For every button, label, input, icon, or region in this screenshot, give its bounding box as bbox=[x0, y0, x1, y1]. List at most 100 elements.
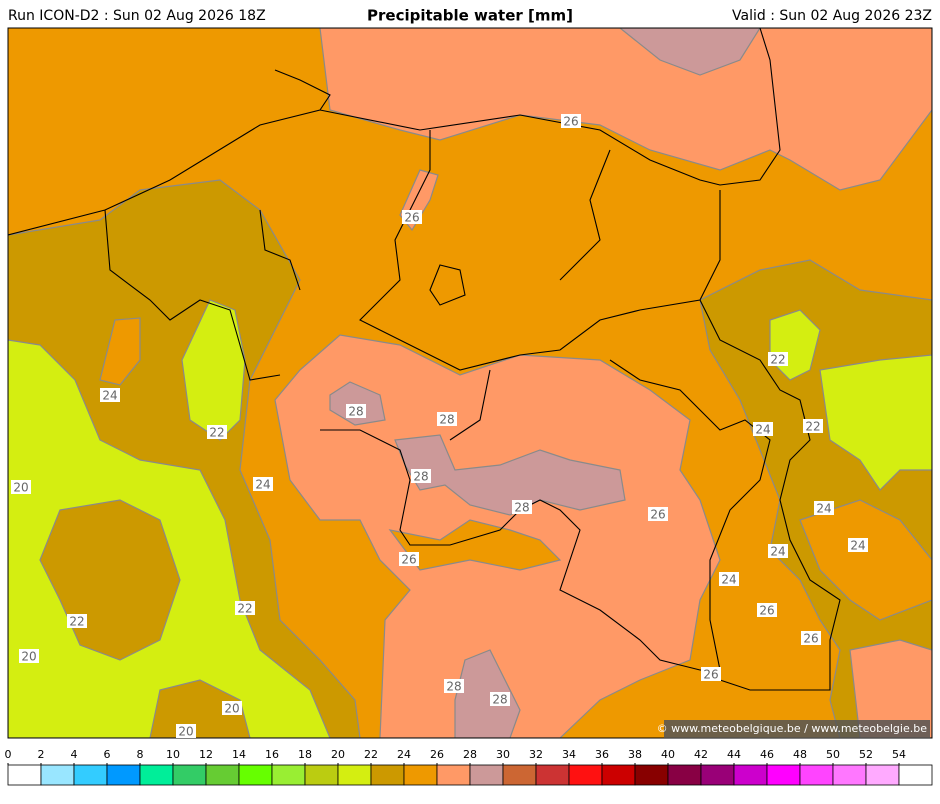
colorbar-box bbox=[568, 764, 603, 786]
contour-label: 20 bbox=[21, 650, 36, 664]
contour-label: 24 bbox=[816, 502, 831, 516]
colorbar-box bbox=[205, 764, 240, 786]
colorbar-tick-label: 32 bbox=[529, 748, 543, 761]
contour-label-box bbox=[100, 388, 120, 402]
contour-label: 26 bbox=[404, 211, 419, 225]
contour-label-box bbox=[222, 701, 242, 715]
contour-label-box bbox=[11, 480, 31, 494]
colorbar-box bbox=[370, 764, 405, 786]
contour-label-box bbox=[207, 425, 227, 439]
contour-label: 28 bbox=[348, 405, 363, 419]
contour-label: 22 bbox=[770, 353, 785, 367]
contour-label: 22 bbox=[69, 615, 84, 629]
colorbar-box bbox=[535, 764, 570, 786]
contour-label: 24 bbox=[755, 423, 770, 437]
contour-label-box bbox=[512, 500, 532, 514]
colorbar-tick-label: 48 bbox=[793, 748, 807, 761]
contour-label: 28 bbox=[439, 413, 454, 427]
contour-label-box bbox=[757, 603, 777, 617]
colorbar-tick-label: 50 bbox=[826, 748, 840, 761]
contour-label: 26 bbox=[650, 508, 665, 522]
colorbar-tick-label: 30 bbox=[496, 748, 510, 761]
colorbar-box bbox=[601, 764, 636, 786]
contour-label: 22 bbox=[237, 602, 252, 616]
colorbar-tick-label: 18 bbox=[298, 748, 312, 761]
contour-label: 20 bbox=[224, 702, 239, 716]
colorbar-tick-label: 22 bbox=[364, 748, 378, 761]
contour-label: 24 bbox=[770, 545, 785, 559]
contour-label-box bbox=[768, 352, 788, 366]
colorbar-tick-label: 6 bbox=[104, 748, 111, 761]
contour-label-box bbox=[848, 538, 868, 552]
colorbar-box bbox=[106, 764, 141, 786]
colorbar-box bbox=[898, 764, 933, 786]
colorbar-tick-label: 8 bbox=[137, 748, 144, 761]
contour-label: 24 bbox=[850, 539, 865, 553]
colorbar-tick-label: 4 bbox=[71, 748, 78, 761]
contour-label-box bbox=[19, 649, 39, 663]
contour-label: 26 bbox=[759, 604, 774, 618]
contour-label: 28 bbox=[492, 693, 507, 707]
contour-label-box bbox=[444, 679, 464, 693]
valid-info: Valid : Sun 02 Aug 2026 23Z bbox=[732, 8, 932, 24]
contour-label-box bbox=[768, 544, 788, 558]
colorbar-box bbox=[139, 764, 174, 786]
colorbar-box bbox=[832, 764, 867, 786]
colorbar-box bbox=[304, 764, 339, 786]
contour-label-box bbox=[399, 552, 419, 566]
contour-label: 26 bbox=[703, 668, 718, 682]
contour-label-box bbox=[346, 404, 366, 418]
colorbar-tick-label: 0 bbox=[5, 748, 12, 761]
colorbar-box bbox=[337, 764, 372, 786]
colorbar-box bbox=[733, 764, 768, 786]
contour-label: 28 bbox=[514, 501, 529, 515]
contour-label-box bbox=[411, 469, 431, 483]
colorbar-box bbox=[667, 764, 702, 786]
colorbar-tick-label: 16 bbox=[265, 748, 279, 761]
contour-label: 26 bbox=[401, 553, 416, 567]
colorbar-tick-label: 10 bbox=[166, 748, 180, 761]
colorbar-tick-label: 14 bbox=[232, 748, 246, 761]
contour-label-box bbox=[402, 210, 422, 224]
contour-label-box bbox=[490, 692, 510, 706]
contour-label-box bbox=[176, 724, 196, 738]
contour-label: 24 bbox=[102, 389, 117, 403]
colorbar-box bbox=[799, 764, 834, 786]
contour-label: 26 bbox=[803, 632, 818, 646]
contour-label-box bbox=[67, 614, 87, 628]
copyright: © www.meteobelgique.be / www.meteobelgie… bbox=[657, 722, 928, 735]
colorbar-tick-label: 52 bbox=[859, 748, 873, 761]
contour-label-box bbox=[235, 601, 255, 615]
contour-label-box bbox=[801, 631, 821, 645]
contour-label: 20 bbox=[178, 725, 193, 739]
colorbar-tick-label: 46 bbox=[760, 748, 774, 761]
colorbar-box bbox=[436, 764, 471, 786]
contour-label-box bbox=[814, 501, 834, 515]
contour-label-box bbox=[253, 477, 273, 491]
contour-label: 22 bbox=[805, 420, 820, 434]
colorbar-box bbox=[238, 764, 273, 786]
colorbar-tick-label: 2 bbox=[38, 748, 45, 761]
colorbar-tick-label: 44 bbox=[727, 748, 741, 761]
colorbar-box bbox=[172, 764, 207, 786]
colorbar-tick-label: 42 bbox=[694, 748, 708, 761]
contour-label-box bbox=[753, 422, 773, 436]
colorbar-tick-label: 40 bbox=[661, 748, 675, 761]
run-info: Run ICON-D2 : Sun 02 Aug 2026 18Z bbox=[8, 8, 266, 24]
colorbar-box bbox=[7, 764, 42, 786]
colorbar-tick-label: 54 bbox=[892, 748, 906, 761]
contour-label-box bbox=[701, 667, 721, 681]
contour-label: 26 bbox=[563, 115, 578, 129]
colorbar-tick-label: 20 bbox=[331, 748, 345, 761]
contour-label: 28 bbox=[446, 680, 461, 694]
colorbar-tick-label: 34 bbox=[562, 748, 576, 761]
colorbar: 0 2 4 6 8 10 12 14 16 18 20 22 24 26 28 30 32 34 36 38 40 42 4… bbox=[5, 748, 933, 786]
contour-label-box bbox=[561, 114, 581, 128]
contour-label: 24 bbox=[721, 573, 736, 587]
colorbar-box bbox=[634, 764, 669, 786]
colorbar-box bbox=[865, 764, 900, 786]
colorbar-box bbox=[700, 764, 735, 786]
colorbar-tick-label: 12 bbox=[199, 748, 213, 761]
colorbar-box bbox=[502, 764, 537, 786]
contour-label-box bbox=[437, 412, 457, 426]
